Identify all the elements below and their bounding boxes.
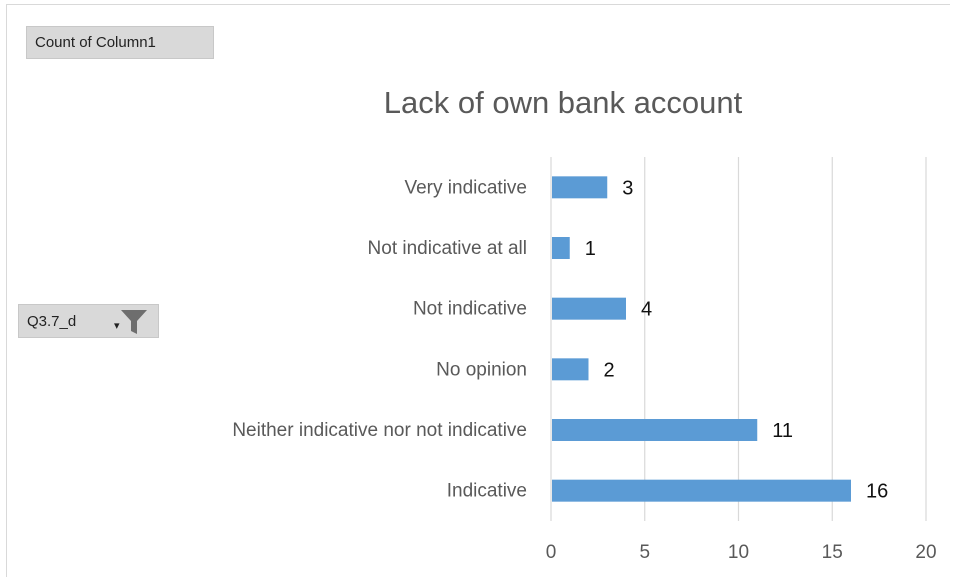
category-label: Neither indicative nor not indicative (232, 420, 527, 441)
data-label: 4 (641, 299, 652, 321)
x-tick-label: 10 (728, 542, 749, 563)
data-label: 3 (622, 177, 633, 199)
bar (552, 237, 570, 259)
category-label: No opinion (436, 359, 527, 380)
bar (552, 176, 608, 199)
category-label: Very indicative (404, 177, 527, 198)
x-tick-label: 0 (546, 542, 557, 563)
x-tick-label: 20 (915, 542, 936, 563)
value-field-button[interactable]: Count of Column1 (26, 26, 214, 59)
axis-field-label: Q3.7_d (27, 313, 77, 330)
bars (552, 176, 851, 502)
bar (552, 419, 758, 441)
x-axis-ticks: 0 5 10 15 20 (546, 542, 937, 563)
data-label: 2 (604, 359, 615, 381)
chart-frame (6, 4, 950, 577)
data-label: 1 (585, 238, 596, 260)
category-label: Indicative (447, 481, 527, 502)
filter-funnel-icon[interactable] (121, 310, 147, 334)
category-label: Not indicative (413, 299, 527, 320)
data-labels: 3 1 4 2 11 16 (585, 177, 889, 502)
axis-field-button[interactable]: Q3.7_d ▾ (18, 304, 159, 338)
x-tick-label: 5 (639, 542, 650, 563)
value-field-label: Count of Column1 (35, 34, 156, 51)
category-labels: Very indicative Not indicative at all Not … (232, 177, 527, 501)
bar (552, 297, 626, 320)
gridlines (550, 157, 927, 521)
data-label: 16 (866, 481, 888, 503)
bar (552, 479, 851, 502)
data-label: 11 (772, 420, 793, 442)
x-tick-label: 15 (822, 542, 843, 563)
category-label: Not indicative at all (368, 238, 527, 259)
dropdown-arrow-icon[interactable]: ▾ (114, 320, 120, 332)
chart-title: Lack of own bank account (384, 85, 743, 120)
bar (552, 358, 589, 381)
